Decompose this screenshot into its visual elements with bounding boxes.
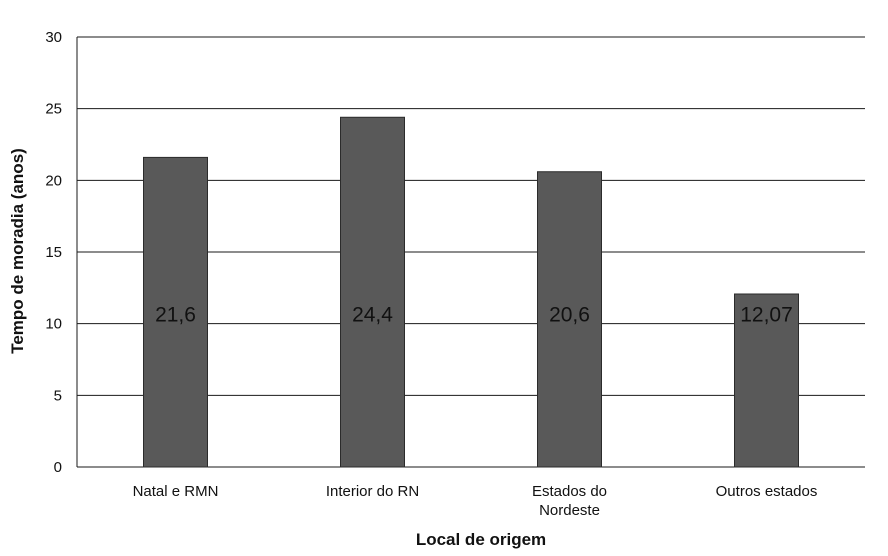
x-category-label: Estados do Nordeste	[532, 483, 607, 519]
y-tick-label: 25	[45, 101, 62, 118]
y-tick-labels: 0 5 10 15 20 25 30	[45, 29, 62, 476]
x-category-labels: Natal e RMN Interior do RN Estados do Norde…	[133, 483, 818, 519]
data-label: 21,6	[155, 304, 196, 327]
x-category-label: Outros estados	[716, 483, 818, 500]
y-tick-label: 5	[54, 387, 62, 404]
bars	[143, 116, 799, 468]
x-category-label-line: Estados do	[532, 483, 607, 500]
y-axis-title: Tempo de moradia (anos)	[8, 148, 27, 354]
data-labels: 21,6 24,4 20,6 12,07	[155, 304, 793, 327]
y-tick-label: 15	[45, 244, 62, 261]
x-axis-title: Local de origem	[416, 530, 546, 549]
bar	[734, 293, 799, 468]
y-tick-label: 20	[45, 172, 62, 189]
x-category-label: Interior do RN	[326, 483, 419, 500]
x-category-label-line: Interior do RN	[326, 483, 419, 500]
data-label: 12,07	[740, 304, 793, 327]
bar	[143, 156, 208, 468]
gridlines	[76, 36, 865, 468]
bar	[340, 116, 405, 468]
x-category-label-line: Nordeste	[539, 502, 600, 519]
x-category-label-line: Natal e RMN	[133, 483, 219, 500]
y-tick-label: 30	[45, 29, 62, 46]
y-tick-label: 10	[45, 316, 62, 333]
x-category-label-line: Outros estados	[716, 483, 818, 500]
data-label: 24,4	[352, 304, 393, 327]
data-label: 20,6	[549, 304, 590, 327]
y-tick-label: 0	[54, 459, 62, 476]
bar	[537, 171, 602, 468]
x-category-label: Natal e RMN	[133, 483, 219, 500]
